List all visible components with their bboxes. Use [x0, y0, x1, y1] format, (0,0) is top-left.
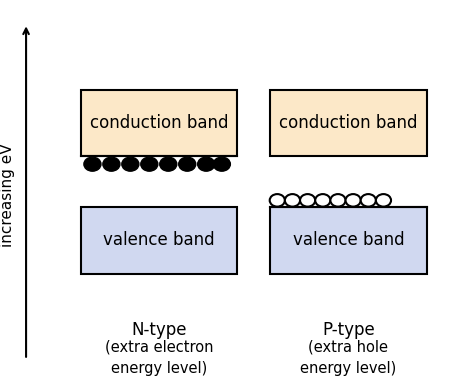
Text: valence band: valence band — [103, 231, 215, 249]
Bar — [270, 207, 427, 274]
Circle shape — [179, 157, 196, 171]
Text: increasing eV: increasing eV — [0, 143, 15, 248]
Circle shape — [213, 157, 230, 171]
Circle shape — [330, 194, 346, 206]
Circle shape — [160, 157, 177, 171]
Text: (extra hole
energy level): (extra hole energy level) — [300, 340, 397, 376]
Text: conduction band: conduction band — [279, 114, 418, 132]
Circle shape — [361, 194, 376, 206]
Circle shape — [315, 194, 330, 206]
Bar — [81, 207, 237, 274]
Bar — [270, 90, 427, 156]
Circle shape — [270, 194, 285, 206]
Text: (extra electron
energy level): (extra electron energy level) — [105, 340, 213, 376]
Text: P-type: P-type — [322, 321, 375, 339]
Text: conduction band: conduction band — [90, 114, 228, 132]
Circle shape — [285, 194, 300, 206]
Text: valence band: valence band — [292, 231, 404, 249]
Circle shape — [198, 157, 215, 171]
Text: N-type: N-type — [131, 321, 187, 339]
Circle shape — [103, 157, 120, 171]
Circle shape — [122, 157, 139, 171]
Circle shape — [141, 157, 158, 171]
Circle shape — [300, 194, 315, 206]
Bar — [81, 90, 237, 156]
Circle shape — [84, 157, 101, 171]
Circle shape — [346, 194, 361, 206]
Circle shape — [376, 194, 391, 206]
